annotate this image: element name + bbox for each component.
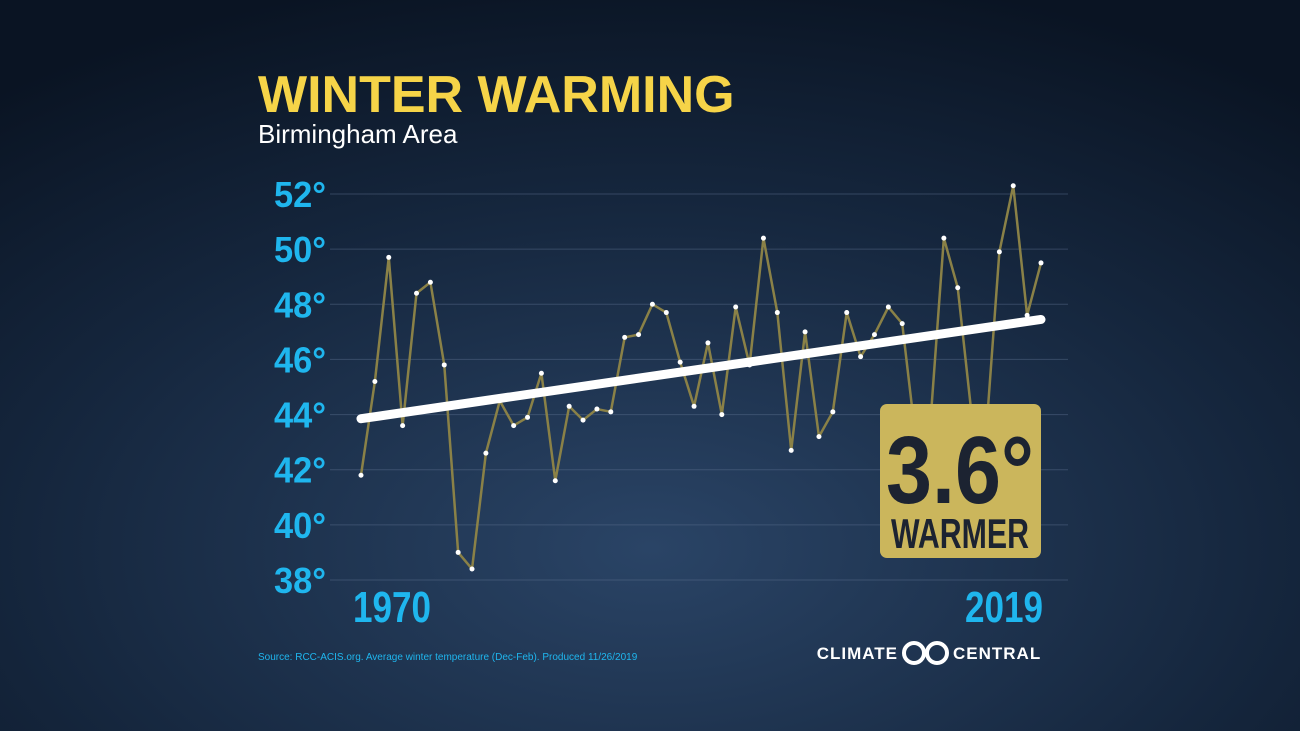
data-point <box>580 417 586 423</box>
data-point <box>566 403 572 409</box>
data-point <box>774 310 780 316</box>
data-point <box>1010 183 1016 189</box>
trend-line <box>356 314 1046 424</box>
y-tick-label: 50° <box>274 229 326 270</box>
data-point <box>469 566 475 572</box>
data-point <box>497 398 503 404</box>
data-point <box>594 406 600 412</box>
data-point <box>858 354 864 360</box>
data-point <box>844 310 850 316</box>
data-point <box>608 409 614 415</box>
data-point <box>538 370 544 376</box>
x-tick-label: 1970 <box>353 583 431 632</box>
annotation-label: WARMER <box>891 510 1029 557</box>
data-point <box>552 478 558 484</box>
y-tick-label: 46° <box>274 339 326 380</box>
source-note: Source: RCC-ACIS.org. Average winter tem… <box>258 652 638 663</box>
data-point <box>871 332 877 338</box>
plot: 38° 40° 42° 44° 46° 48° 50° 52° 1970 2019 <box>274 174 1068 632</box>
data-point <box>525 414 531 420</box>
y-tick-label: 42° <box>274 450 326 491</box>
logo-text: CENTRAL <box>953 644 1041 663</box>
data-point <box>663 310 669 316</box>
data-point <box>400 423 406 429</box>
data-point <box>885 304 891 310</box>
data-point <box>802 329 808 335</box>
data-point <box>455 549 461 555</box>
y-tick-label: 40° <box>274 505 326 546</box>
y-tick-label: 52° <box>274 174 326 215</box>
annotation-value: 3.6° <box>886 417 1034 524</box>
data-point <box>733 304 739 310</box>
data-point <box>414 290 420 296</box>
data-point <box>955 285 961 291</box>
logo-icon <box>925 641 949 665</box>
y-tick-label: 48° <box>274 284 326 325</box>
annotation-box <box>880 404 1041 558</box>
data-point <box>830 409 836 415</box>
data-point <box>941 235 947 241</box>
data-point <box>1038 260 1044 266</box>
data-point <box>427 279 433 285</box>
data-point <box>719 412 725 418</box>
y-tick-label: 44° <box>274 395 326 436</box>
data-point <box>483 450 489 456</box>
logo-icon <box>902 641 926 665</box>
data-point <box>760 235 766 241</box>
x-tick-label: 2019 <box>965 583 1043 632</box>
chart-title: WINTER WARMING <box>258 66 735 124</box>
data-point <box>705 340 711 346</box>
data-point <box>1024 312 1030 318</box>
data-point <box>441 362 447 368</box>
data-point <box>899 321 905 327</box>
y-tick-label: 38° <box>274 560 326 601</box>
chart-subtitle: Birmingham Area <box>258 119 458 149</box>
data-point <box>788 447 794 453</box>
logo-text: CLIMATE <box>817 644 898 663</box>
data-point <box>691 403 697 409</box>
data-point <box>386 254 392 260</box>
data-point <box>636 332 642 338</box>
data-point <box>358 472 364 478</box>
data-point <box>372 378 378 384</box>
data-point <box>677 359 683 365</box>
data-point <box>816 434 822 440</box>
data-point <box>511 423 517 429</box>
data-point <box>622 334 628 340</box>
data-point <box>996 249 1002 255</box>
data-point <box>649 301 655 307</box>
data-point <box>747 362 753 368</box>
